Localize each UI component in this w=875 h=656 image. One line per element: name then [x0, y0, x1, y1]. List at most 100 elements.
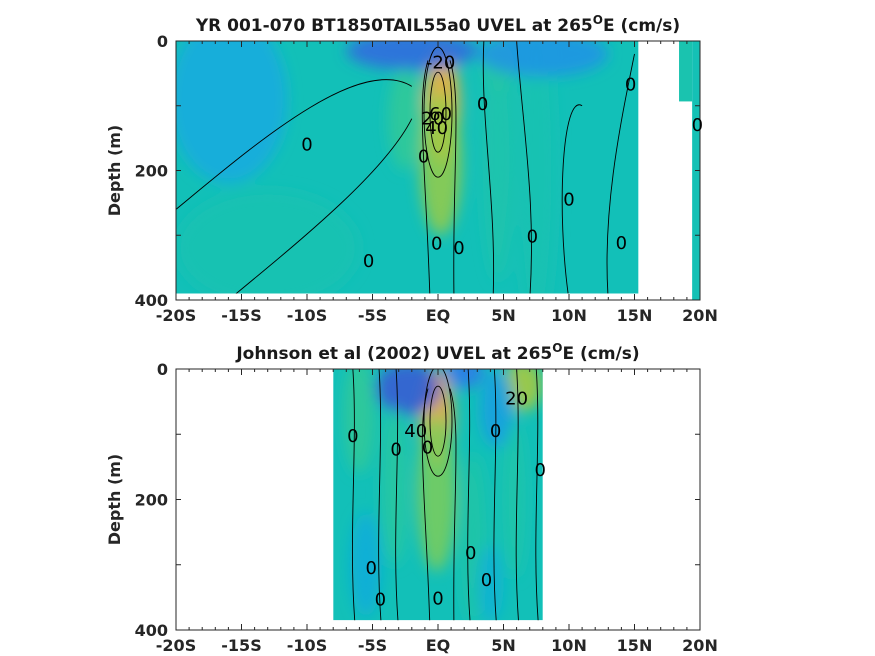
title-main: YR 001-070 BT1850TAIL55a0 UVEL at 265: [195, 16, 593, 36]
velocity-field: [176, 41, 639, 294]
contour-line: [395, 369, 399, 621]
x-axis-ticks: [175, 41, 701, 300]
y-tick-label: 400: [135, 291, 168, 310]
contour-line: [535, 369, 539, 621]
contour-line: [493, 369, 497, 621]
contour-label: 0: [563, 190, 574, 211]
contour-line: [423, 46, 453, 178]
y-tick-label: 200: [135, 491, 168, 510]
contour-label: 0: [625, 74, 636, 95]
contour-line: [429, 385, 447, 457]
title-tail: E (cm/s): [562, 344, 639, 364]
field-anomalies: [343, 369, 543, 621]
chart-title: YR 001-070 BT1850TAIL55a0 UVEL at 265OE …: [195, 13, 680, 36]
x-tick-label: -10S: [287, 636, 327, 655]
contour-line: [421, 60, 431, 294]
x-tick-label: -15S: [221, 306, 261, 325]
x-tick-label: 5N: [491, 306, 516, 325]
contour-label: 0: [616, 233, 627, 254]
contour-label: 40: [425, 118, 448, 139]
velocity-anomaly: [176, 189, 360, 294]
contour-label: 0: [301, 135, 312, 156]
velocity-anomaly: [388, 66, 423, 171]
contour-label: 0: [481, 570, 492, 591]
contour-line: [351, 369, 356, 621]
velocity-anomaly: [176, 41, 288, 184]
velocity-anomaly: [477, 545, 504, 621]
contour-label: 20: [421, 109, 444, 130]
field-anomalies: [176, 41, 609, 294]
x-tick-label: -20S: [156, 636, 196, 655]
contour-line: [482, 41, 495, 294]
contour-line: [467, 369, 471, 621]
velocity-anomaly: [350, 512, 382, 617]
contour-line: [423, 369, 453, 477]
x-tick-label: -10S: [287, 306, 327, 325]
contour-line: [378, 369, 382, 621]
x-tick-label: -15S: [221, 636, 261, 655]
contour-lines: [351, 369, 539, 621]
velocity-anomaly: [375, 369, 441, 415]
contour-label: 0: [422, 437, 433, 458]
y-tick-label: 0: [157, 360, 168, 379]
x-tick-label: -5S: [358, 636, 387, 655]
contour-label: 0: [432, 589, 443, 610]
x-tick-label: EQ: [426, 306, 451, 325]
contour-line: [515, 369, 519, 621]
contour-label: 40: [404, 421, 427, 442]
title-degree: O: [552, 341, 562, 355]
contour-label: 0: [534, 460, 545, 481]
x-tick-label: 5N: [491, 636, 516, 655]
velocity-anomaly: [482, 41, 514, 281]
contour-label: 60: [429, 104, 452, 125]
contour-line: [449, 388, 457, 621]
contour-label: 0: [365, 558, 376, 579]
y-tick-label: 0: [157, 32, 168, 51]
contour-label: 0: [363, 251, 374, 272]
contour-label: 0: [347, 426, 358, 447]
y-axis-ticks: [176, 368, 700, 631]
x-axis-ticks: [175, 369, 701, 630]
contour-label: 0: [465, 543, 476, 564]
velocity-anomaly: [343, 369, 376, 474]
velocity-anomaly: [419, 92, 462, 236]
contour-label: 0: [477, 94, 488, 115]
upper-panel: -20S -15S -10S -5S EQ 5N 10N 15N 20N0200400Depth…: [105, 13, 718, 325]
contour-line: [449, 60, 457, 294]
contour-line: [235, 118, 413, 294]
contour-line: [561, 104, 583, 294]
contour-label: 0: [527, 227, 538, 248]
y-axis-ticks: [176, 40, 700, 301]
x-tick-label: 15N: [617, 306, 653, 325]
contour-label: 0: [390, 439, 401, 460]
velocity-anomaly: [516, 41, 556, 294]
x-tick-label: EQ: [426, 636, 451, 655]
contour-label: 0: [453, 238, 464, 259]
chart-title: Johnson et al (2002) UVEL at 265OE (cm/s…: [235, 341, 639, 364]
y-tick-label: 200: [135, 162, 168, 181]
title-main: Johnson et al (2002) UVEL at 265: [235, 344, 552, 364]
contour-lines: [176, 41, 635, 294]
contour-label: 0: [418, 146, 429, 167]
contour-label: 0: [431, 234, 442, 255]
y-axis-label: Depth (m): [105, 454, 124, 546]
velocity-anomaly: [502, 421, 526, 578]
contour-line: [516, 41, 532, 294]
contour-label: 0: [375, 589, 386, 610]
x-tick-label: 20N: [682, 306, 718, 325]
x-tick-label: 10N: [551, 306, 587, 325]
x-tick-label: 10N: [551, 636, 587, 655]
x-tick-label: -20S: [156, 306, 196, 325]
contour-line: [429, 71, 447, 153]
field-strip: [679, 41, 693, 102]
velocity-anomaly: [381, 408, 408, 565]
velocity-anomaly: [479, 369, 514, 448]
x-tick-label: -5S: [358, 306, 387, 325]
y-axis-label: Depth (m): [105, 125, 124, 217]
velocity-anomaly: [444, 369, 484, 389]
contour-label: 0: [692, 115, 703, 136]
contour-label: 20: [505, 388, 528, 409]
title-degree: O: [593, 13, 603, 27]
lower-panel: -20S -15S -10S -5S EQ 5N 10N 15N 20N0200400Depth…: [105, 341, 718, 655]
